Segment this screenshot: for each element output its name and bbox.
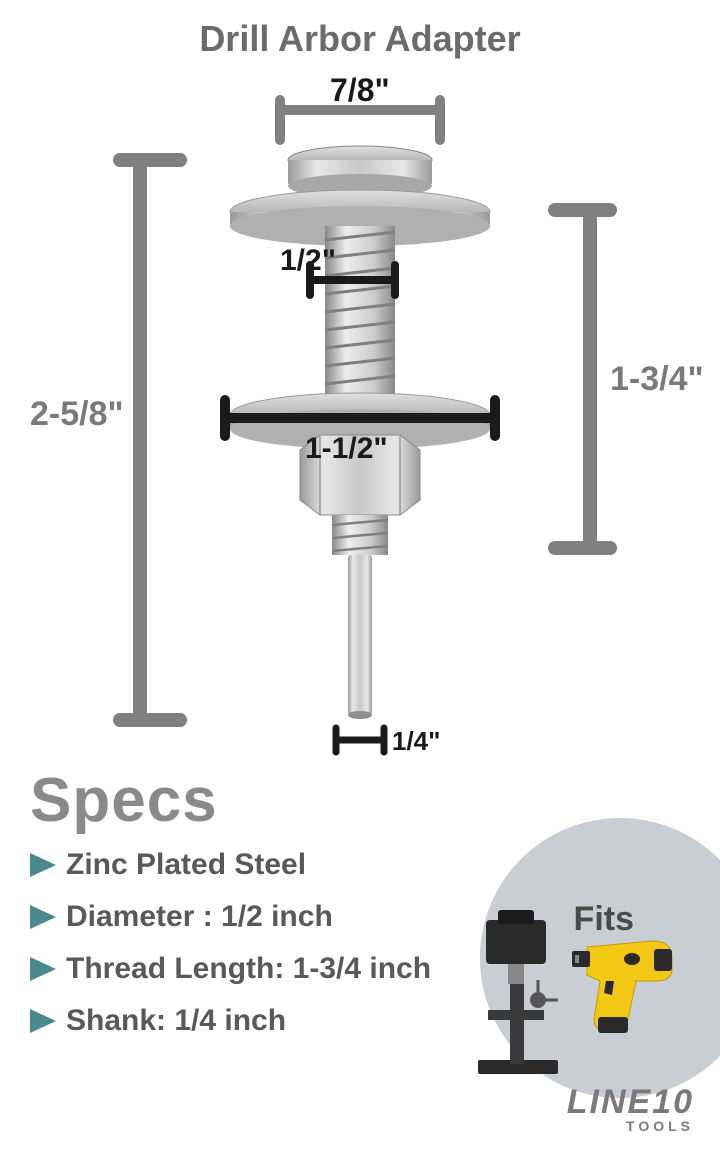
- spec-text: Zinc Plated Steel: [66, 848, 306, 882]
- spec-item: Zinc Plated Steel: [30, 848, 431, 882]
- specs-header: Specs: [30, 765, 218, 836]
- bullet-arrow-icon: [30, 1009, 56, 1033]
- spec-text: Shank: 1/4 inch: [66, 1004, 286, 1038]
- spec-item: Thread Length: 1-3/4 inch: [30, 952, 431, 986]
- bullet-arrow-icon: [30, 853, 56, 877]
- spec-item: Shank: 1/4 inch: [30, 1004, 431, 1038]
- dim-washer-dia: 1-1/2": [305, 432, 388, 466]
- dim-height-right: 1-3/4": [610, 360, 704, 399]
- logo-main: LINE10: [567, 1083, 694, 1122]
- drill-press-icon: [468, 910, 568, 1080]
- dim-shank: 1/4": [392, 726, 440, 757]
- hand-drill-icon: [572, 919, 682, 1034]
- brand-logo: LINE10 TOOLS: [567, 1083, 694, 1134]
- page-title: Drill Arbor Adapter: [0, 18, 720, 60]
- spec-item: Diameter : 1/2 inch: [30, 900, 431, 934]
- dim-thread-dia: 1/2": [280, 244, 336, 278]
- dim-top-width: 7/8": [330, 72, 390, 109]
- bullet-arrow-icon: [30, 905, 56, 929]
- spec-text: Thread Length: 1-3/4 inch: [66, 952, 431, 986]
- dim-height-left: 2-5/8": [30, 395, 124, 434]
- spec-text: Diameter : 1/2 inch: [66, 900, 333, 934]
- specs-list: Zinc Plated Steel Diameter : 1/2 inch Th…: [30, 848, 431, 1056]
- bullet-arrow-icon: [30, 957, 56, 981]
